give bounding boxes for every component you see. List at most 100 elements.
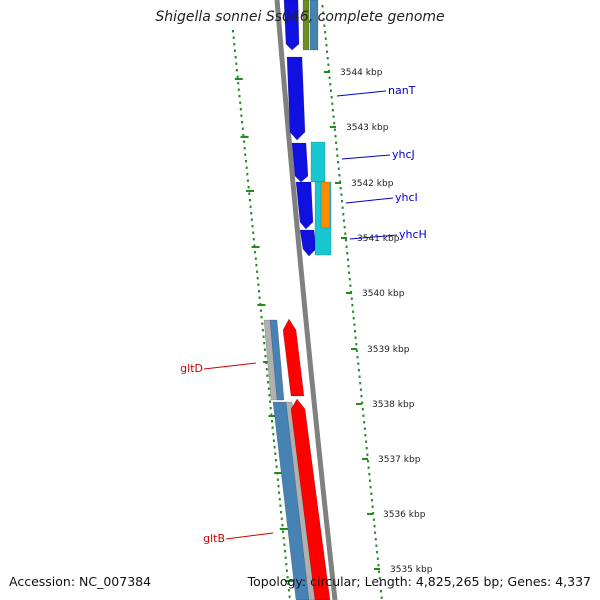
ruler-dot (337, 161, 340, 164)
feature-steel-gltD[interactable] (269, 319, 285, 401)
gc-skew-dot (239, 101, 242, 104)
ruler-dot (355, 343, 358, 346)
ruler-dot (353, 323, 356, 326)
gc-skew-dot (262, 335, 265, 338)
gc-skew-dot (282, 530, 285, 533)
ruler-dot (363, 421, 366, 424)
ruler-dot (376, 551, 379, 554)
ruler-dot (357, 362, 360, 365)
feature-orange[interactable] (320, 181, 331, 229)
gc-skew-dot (287, 582, 290, 585)
gc-skew-dot (272, 439, 275, 442)
gc-skew-dot (260, 316, 263, 319)
gc-skew-dot (246, 179, 249, 182)
gene-arrow-gltB[interactable] (290, 398, 331, 600)
gc-skew-dot (252, 231, 255, 234)
leader-line-yhcI (345, 197, 394, 204)
ruler-dot (338, 174, 341, 177)
scale-label: 3541 kbp (357, 234, 400, 244)
gc-skew-dot (238, 95, 241, 98)
gc-skew-dot (233, 49, 236, 52)
gene-label-nanT[interactable]: nanT (388, 84, 416, 97)
gc-skew-dot (274, 459, 277, 462)
gc-skew-dot (263, 348, 266, 351)
ruler-dot (356, 356, 359, 359)
ruler-dot (326, 50, 329, 53)
ruler-dot (334, 135, 337, 138)
gc-skew-dot (250, 218, 253, 221)
ruler-dot (352, 317, 355, 320)
gene-label-gltD[interactable]: gltD (180, 362, 203, 375)
gc-skew-dot (286, 576, 289, 579)
gc-skew-dot (261, 329, 264, 332)
gene-label-yhcI[interactable]: yhcI (395, 191, 418, 204)
gene-arrow-gltD[interactable] (282, 318, 305, 397)
ruler-dot (337, 167, 340, 170)
ruler-dot (380, 596, 383, 599)
gc-skew-dot (256, 270, 259, 273)
gene-arrow-yhcH[interactable] (299, 229, 317, 257)
scale-tick (367, 513, 373, 515)
leader-line-yhcJ (341, 154, 391, 160)
scale-tick (324, 71, 330, 73)
map-title: Shigella sonnei Ss046, complete genome (155, 9, 445, 25)
ruler-dot (350, 297, 353, 300)
scale-label: 3542 kbp (351, 179, 394, 189)
ruler-dot (361, 408, 364, 411)
ruler-dot (367, 466, 370, 469)
gc-skew-dot (257, 283, 260, 286)
ruler-dot (344, 239, 347, 242)
gene-arrow-nanT[interactable] (286, 56, 306, 141)
gc-skew-dash (268, 415, 277, 417)
gc-skew-dot (243, 147, 246, 150)
gene-label-yhcJ[interactable]: yhcJ (392, 148, 415, 161)
ruler-dot (362, 414, 365, 417)
genome-backbone (274, 0, 338, 600)
gc-skew-dot (248, 192, 251, 195)
scale-tick (346, 292, 352, 294)
ruler-dot (321, 5, 324, 8)
ruler-dot (341, 206, 344, 209)
gc-skew-dot (265, 368, 268, 371)
gene-arrow-yhcI[interactable] (295, 181, 314, 230)
gene-arrow-yhcJ[interactable] (291, 142, 309, 183)
gc-skew-dot (271, 426, 274, 429)
ruler-dot (324, 37, 327, 40)
gene-arrow-top-blue[interactable] (283, 0, 300, 51)
ruler-dot (335, 148, 338, 151)
gc-skew-dot (287, 589, 290, 592)
gc-skew-dot (284, 556, 287, 559)
gc-skew-dash (263, 361, 272, 363)
ruler-dot (378, 570, 381, 573)
feature-cyan-yhcJ[interactable] (310, 141, 326, 183)
ruler-dot (331, 102, 334, 105)
gc-skew-dash (246, 190, 254, 192)
gc-skew-dot (232, 30, 234, 33)
scale-label: 3543 kbp (346, 123, 389, 133)
scale-label: 3540 kbp (362, 289, 405, 299)
gc-skew-dot (232, 36, 235, 39)
ruler-dot (327, 63, 330, 66)
feature-steel-top[interactable] (309, 0, 319, 51)
ruler-dot (333, 122, 336, 125)
gc-skew-dash (285, 580, 293, 582)
feature-lightsteel-gltB[interactable] (285, 401, 316, 600)
ruler-dot (347, 265, 350, 268)
gc-skew-dot (240, 114, 243, 117)
gene-label-gltB[interactable]: gltB (203, 532, 225, 545)
ruler-dot (363, 427, 366, 430)
ruler-dot (354, 330, 356, 333)
ruler-dot (348, 278, 351, 281)
gene-label-yhcH[interactable]: yhcH (399, 228, 427, 241)
ruler-dot (355, 349, 358, 352)
scale-ruler (321, 5, 383, 599)
ruler-dot (374, 531, 377, 534)
ruler-dot (368, 479, 371, 482)
ruler-dot (333, 128, 336, 131)
ruler-dot (342, 219, 345, 222)
feature-olive[interactable] (302, 0, 310, 51)
ruler-dot (345, 245, 348, 248)
scale-tick (351, 348, 357, 350)
feature-steel-gltB[interactable] (272, 401, 313, 600)
gc-skew-dash (274, 472, 283, 474)
